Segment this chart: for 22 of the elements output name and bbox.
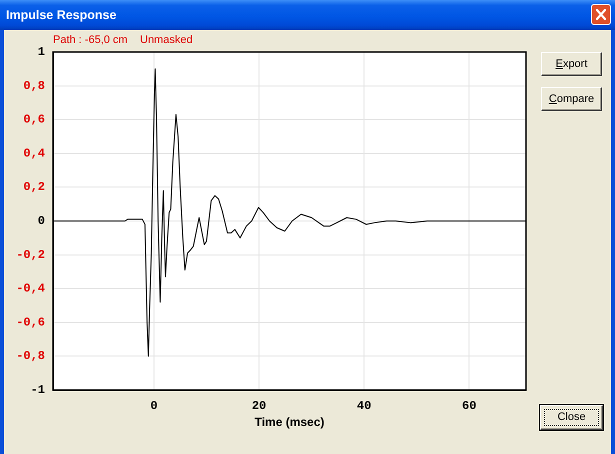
x-tick-label: 40 bbox=[356, 399, 372, 414]
y-tick-label: -0,2 bbox=[16, 248, 45, 262]
text: Export bbox=[556, 58, 588, 70]
chart-title: Impulse Response bbox=[6, 7, 116, 23]
y-tick-label: -0,6 bbox=[16, 315, 45, 330]
text: Close bbox=[557, 411, 586, 424]
y-tick-label: 0 bbox=[38, 214, 45, 228]
y-tick-label: 1 bbox=[38, 45, 45, 60]
x-tick-label: 0 bbox=[150, 399, 158, 414]
text: Compare bbox=[548, 92, 594, 106]
y-tick-label: 0,8 bbox=[23, 78, 45, 93]
x-axis-title: Time (msec) bbox=[254, 415, 324, 430]
y-tick-label: 0,2 bbox=[23, 180, 45, 194]
y-tick-label: 0,4 bbox=[23, 146, 45, 160]
text: Unmasked bbox=[140, 34, 193, 47]
y-tick-label: -0,4 bbox=[16, 282, 45, 296]
text: Path : -65,0 cm bbox=[53, 34, 128, 47]
x-tick-label: 20 bbox=[252, 399, 266, 414]
x-tick-label: 60 bbox=[462, 399, 476, 414]
y-tick-label: 0,6 bbox=[23, 112, 45, 127]
y-tick-label: -1 bbox=[30, 383, 45, 398]
y-tick-label: -0,8 bbox=[16, 349, 45, 364]
